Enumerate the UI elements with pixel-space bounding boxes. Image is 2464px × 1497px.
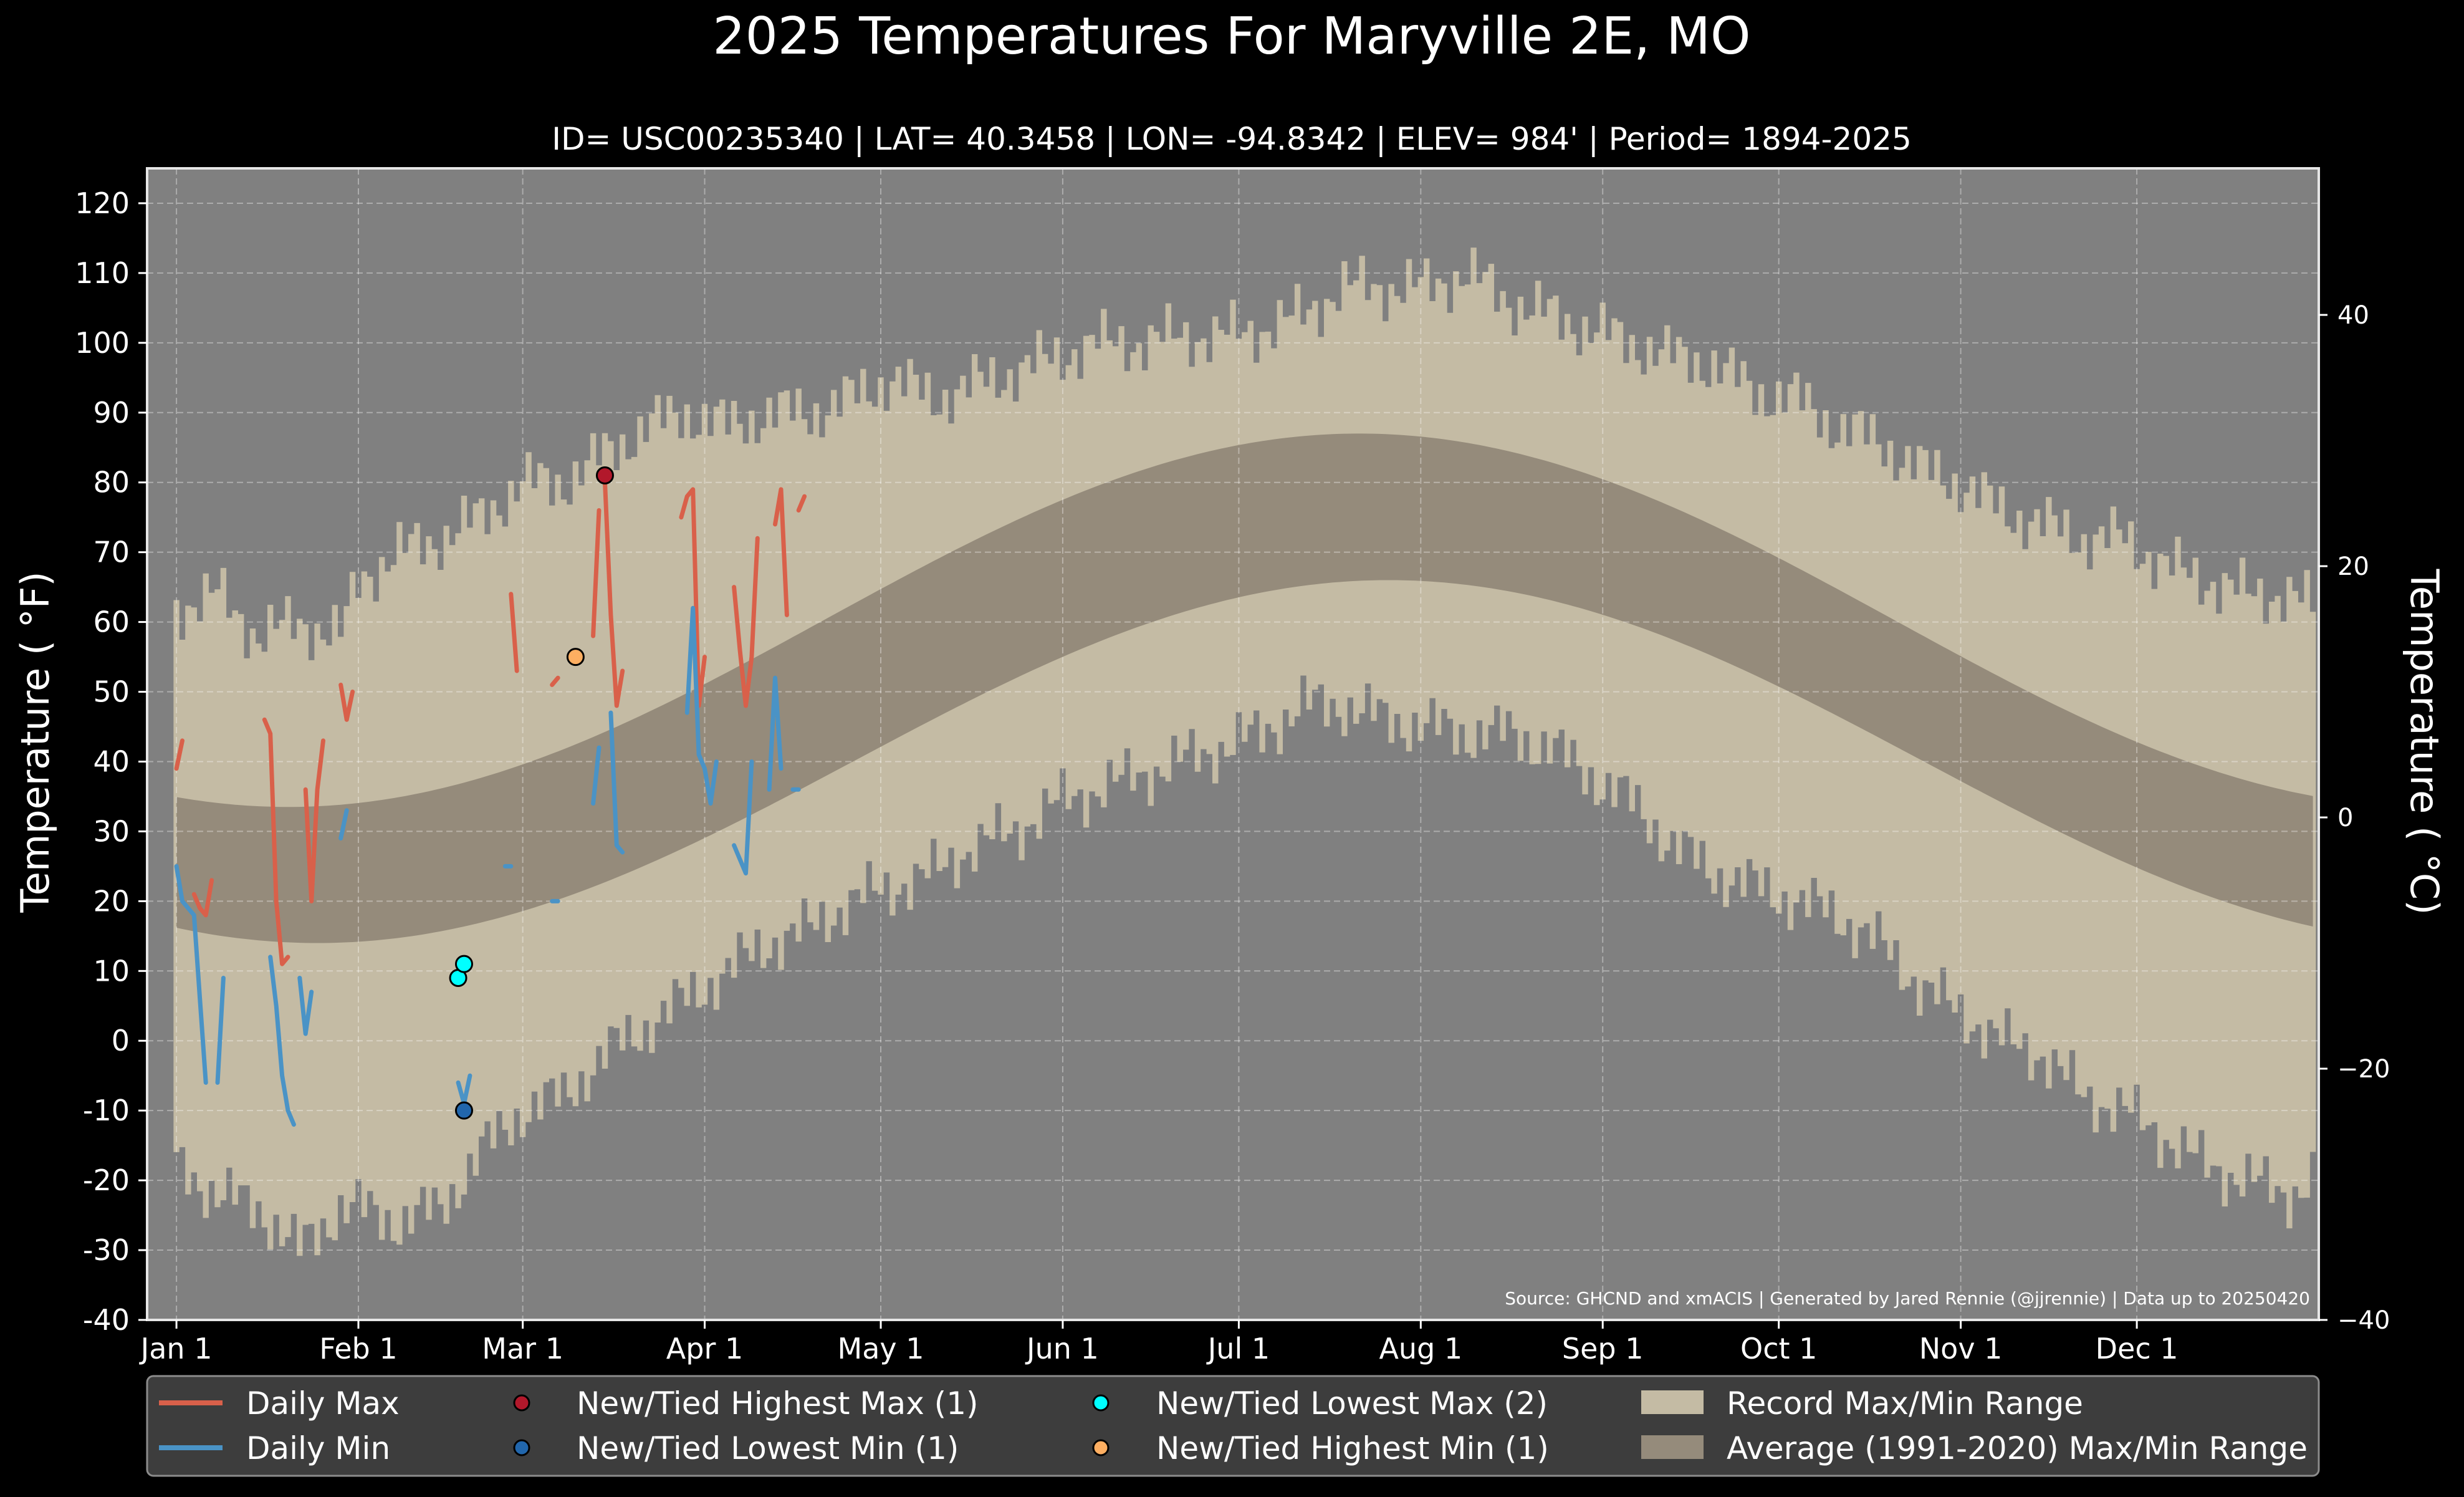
y-tick-label: 70 [93,536,130,569]
y-tick-label: 10 [93,954,130,988]
daily-max-line [509,592,519,673]
series-lines [174,480,807,1127]
plot-area [146,167,2320,1321]
y-tick-label: 80 [93,466,130,499]
daily-min-line [591,745,602,806]
range-bands [173,248,2316,1256]
legend-average-range-swatch [1641,1435,1704,1459]
daily-min-line [608,710,625,855]
y-tick-label: 0 [112,1024,130,1057]
daily-min-line [268,955,296,1127]
y-tick-label: 20 [93,884,130,918]
legend-record-range-swatch [1641,1390,1704,1414]
y-axis-left: -40 -30 -20 -10 0 10 20 30 40 50 60 70 80 90 100 110 120 [75,186,147,1337]
x-tick-label: Apr 1 [666,1332,743,1365]
x-tick-label: Oct 1 [1740,1332,1817,1365]
x-tick-label: May 1 [838,1332,924,1365]
daily-min-line [174,864,208,1085]
x-tick-label: Dec 1 [2096,1332,2179,1365]
y-tick-label: 120 [75,186,130,220]
legend-box [146,1375,2320,1477]
x-tick-label: Aug 1 [1379,1332,1462,1365]
daily-max-line [174,738,185,771]
record-range-band [173,248,2316,1256]
chart-subtitle: ID= USC00235340 | LAT= 40.3458 | LON= -9… [552,121,1912,157]
legend-lowest-min-marker [513,1439,530,1456]
daily-min-line [767,675,784,792]
x-tick-label: Mar 1 [482,1332,563,1365]
daily-max-line [338,682,355,722]
daily-min-line [732,759,754,876]
x-axis: Jan 1 Feb 1 Mar 1 Apr 1 May 1 Jun 1 Jul 1 Aug 1… [139,1320,2179,1365]
grid-lines [147,168,2319,1320]
legend-lowest-max-label: New/Tied Lowest Max (2) [1156,1385,1548,1422]
daily-max-line [773,487,789,617]
record-marker [566,648,585,667]
daily-max-line [191,878,214,918]
daily-max-line [262,717,290,966]
daily-max-line [591,508,602,638]
y2-tick-label: 20 [2337,552,2369,581]
y-axis-label: Temperature ( °F) [12,571,58,913]
x-tick-label: Nov 1 [1919,1332,2003,1365]
y-tick-label: -10 [83,1094,130,1127]
chart-title: 2025 Temperatures For Maryville 2E, MO [712,7,1750,66]
daily-min-line [215,976,226,1085]
legend-lowest-max-marker [1092,1394,1110,1412]
legend-highest-min-marker [1092,1439,1110,1456]
y-tick-label: 50 [93,675,130,709]
record-marker [454,1101,473,1120]
x-tick-label: Jun 1 [1025,1332,1099,1365]
legend-highest-min-label: New/Tied Highest Min (1) [1156,1430,1549,1466]
daily-min-line [297,976,314,1036]
y-axis-right: −40 −20 0 20 40 [2319,301,2390,1335]
legend-lowest-min-label: New/Tied Lowest Min (1) [577,1430,959,1466]
legend: Daily Max Daily Min New/Tied Highest Max… [146,1375,2320,1477]
y-tick-label: 110 [75,256,130,290]
y-tick-label: 60 [93,605,130,639]
x-tick-label: Sep 1 [1562,1332,1644,1365]
source-note: Source: GHCND and xmACIS | Generated by … [1505,1288,2310,1309]
y2-tick-label: 40 [2337,301,2369,330]
daily-min-line [684,605,719,806]
x-tick-label: Feb 1 [319,1332,397,1365]
x-tick-label: Jan 1 [139,1332,213,1365]
legend-record-range-label: Record Max/Min Range [1727,1385,2083,1422]
daily-max-line [679,487,707,708]
legend-highest-max-marker [513,1394,530,1412]
x-tick-label: Jul 1 [1206,1332,1270,1365]
daily-min-line [338,808,349,841]
daily-max-line [603,480,625,708]
record-marker [595,466,614,485]
y-tick-label: 40 [93,744,130,778]
y-tick-label: 90 [93,396,130,430]
daily-max-line [796,494,807,513]
y2-tick-label: −20 [2337,1055,2390,1084]
legend-average-range-label: Average (1991-2020) Max/Min Range [1727,1430,2308,1466]
y2-tick-label: −40 [2337,1306,2390,1335]
y-tick-label: -40 [83,1303,130,1337]
y-tick-label: 100 [75,326,130,360]
plot-frame [146,167,2320,1321]
daily-max-line [303,738,325,903]
daily-max-line [732,536,760,708]
legend-daily-min-label: Daily Min [246,1430,390,1466]
y-tick-label: 30 [93,814,130,848]
average-range-band [176,433,2313,943]
record-marker [454,955,473,973]
y2-tick-label: 0 [2337,804,2353,832]
record-markers [449,466,614,1120]
y2-axis-label: Temperature ( °C) [2402,569,2447,915]
y-tick-label: -20 [83,1163,130,1197]
daily-max-line [550,675,560,687]
legend-daily-max-label: Daily Max [246,1385,400,1422]
y-tick-label: -30 [83,1233,130,1267]
legend-highest-max-label: New/Tied Highest Max (1) [577,1385,979,1422]
